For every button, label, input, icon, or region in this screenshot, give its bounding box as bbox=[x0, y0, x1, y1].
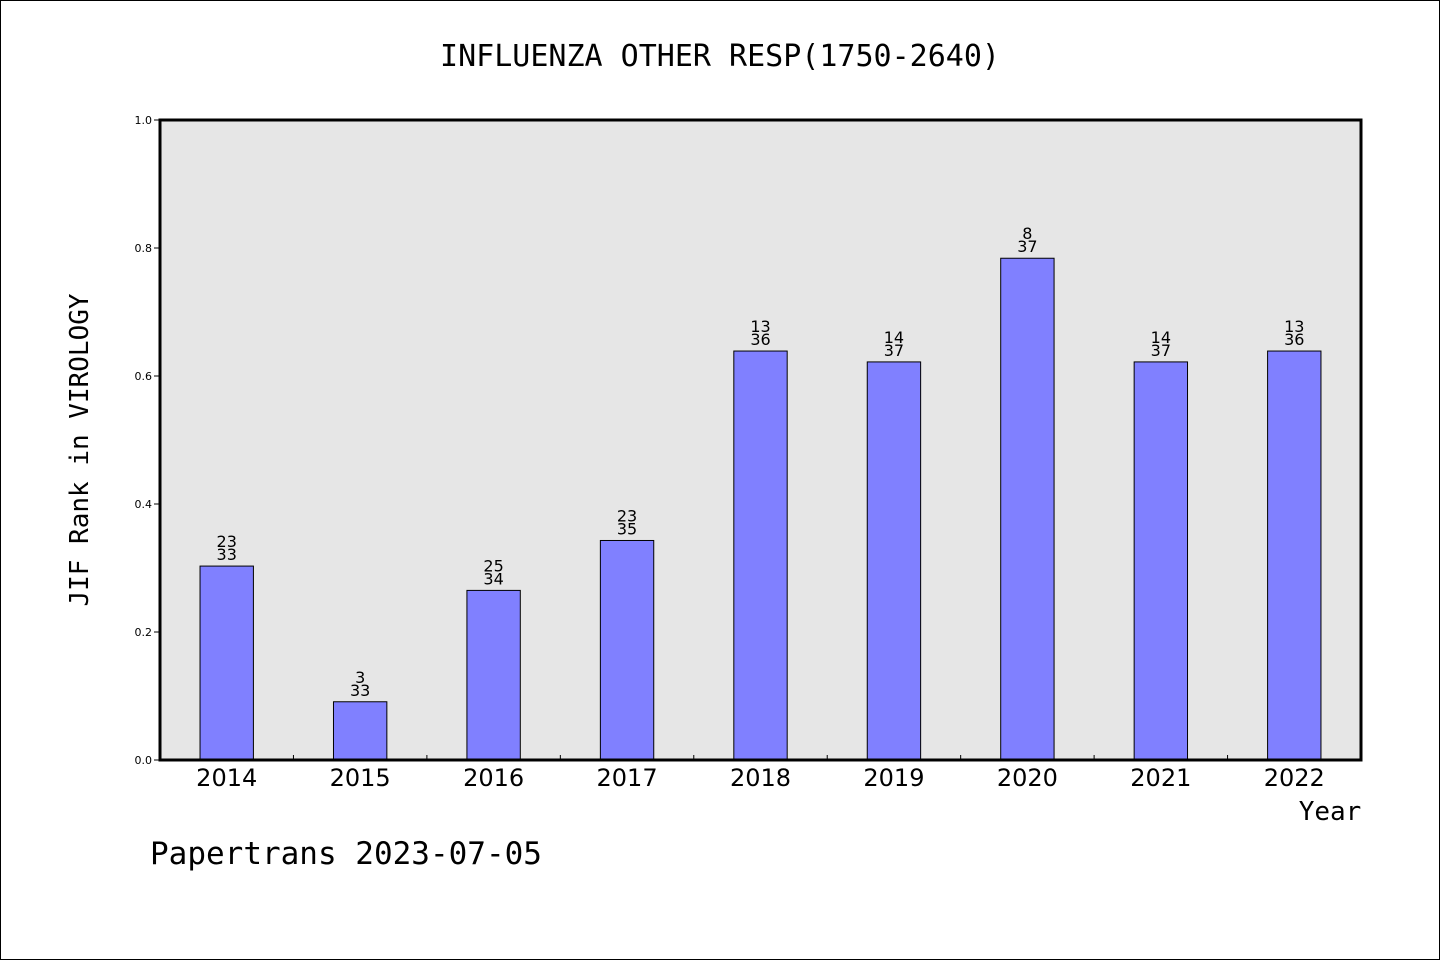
bar-total-label: 33 bbox=[350, 681, 370, 700]
bar-2018 bbox=[733, 350, 788, 761]
bar-rank-label: 3 bbox=[355, 668, 365, 687]
footer-credit: Papertrans 2023-07-05 bbox=[150, 836, 542, 872]
x-tick-label: 2014 bbox=[196, 764, 257, 792]
x-tick-label: 2018 bbox=[730, 764, 791, 792]
y-tick-label: 0.8 bbox=[135, 242, 153, 255]
bar-total-label: 37 bbox=[884, 341, 904, 360]
y-tick-label: 0.4 bbox=[135, 498, 153, 511]
x-axis-label: Year bbox=[1299, 797, 1362, 827]
y-axis-label: JIF Rank in VIROLOGY bbox=[65, 293, 95, 606]
bar-total-label: 37 bbox=[1151, 341, 1171, 360]
bar-total-label: 36 bbox=[1284, 330, 1304, 349]
bar-2017 bbox=[599, 539, 655, 761]
bar-rank-label: 25 bbox=[483, 556, 503, 575]
x-tick-label: 2020 bbox=[997, 764, 1058, 792]
bar-rank-label: 8 bbox=[1022, 224, 1032, 243]
bar-rank-label: 13 bbox=[750, 317, 770, 336]
y-tick-label: 0.0 bbox=[135, 754, 153, 767]
bar-total-label: 36 bbox=[750, 330, 770, 349]
plot-border bbox=[158, 118, 1363, 762]
y-axis: 0.0 0.2 0.4 0.6 0.8 1.0 bbox=[135, 114, 160, 767]
x-tick-label: 2017 bbox=[597, 764, 658, 792]
bar-2021 bbox=[1133, 361, 1189, 761]
x-tick-label: 2019 bbox=[863, 764, 924, 792]
chart-title: INFLUENZA OTHER RESP(1750-2640) bbox=[440, 39, 1000, 74]
bar-total-label: 35 bbox=[617, 519, 637, 538]
x-tick-label: 2015 bbox=[330, 764, 391, 792]
x-tick-label: 2021 bbox=[1130, 764, 1191, 792]
bar-2014 bbox=[199, 565, 254, 761]
bar-total-label: 37 bbox=[1017, 237, 1037, 256]
y-tick-label: 0.6 bbox=[135, 370, 153, 383]
bar-2019 bbox=[866, 361, 922, 761]
bar-total-label: 34 bbox=[483, 569, 503, 588]
bar-2022 bbox=[1267, 350, 1322, 761]
bar-rank-label: 23 bbox=[617, 506, 637, 525]
x-tick-label: 2022 bbox=[1264, 764, 1325, 792]
y-tick-label: 0.2 bbox=[135, 626, 153, 639]
x-axis: 2014 2015 2016 2017 2018 2019 2020 2021 2022 bbox=[196, 755, 1325, 792]
bar-2015 bbox=[332, 701, 388, 761]
bar-rank-label: 14 bbox=[1151, 328, 1171, 347]
x-tick-label: 2016 bbox=[463, 764, 524, 792]
bar-rank-label: 23 bbox=[217, 532, 237, 551]
bar-2016 bbox=[466, 589, 521, 761]
bar-rank-label: 13 bbox=[1284, 317, 1304, 336]
y-tick-label: 1.0 bbox=[135, 114, 153, 127]
bar-rank-label: 14 bbox=[884, 328, 904, 347]
bar-2020 bbox=[1000, 257, 1055, 761]
bar-total-label: 33 bbox=[217, 545, 237, 564]
